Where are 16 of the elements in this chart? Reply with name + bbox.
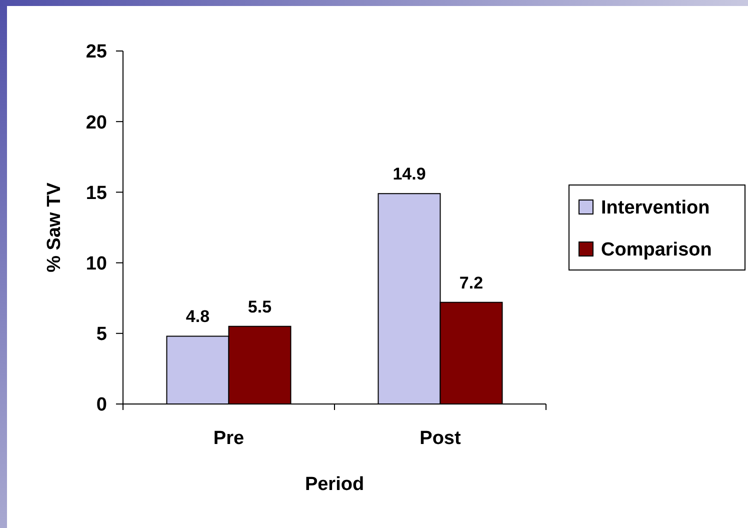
- data-label: 7.2: [459, 273, 484, 292]
- y-tick-label: 20: [86, 112, 107, 134]
- y-tick-label: 0: [96, 394, 107, 416]
- data-label: 4.8: [186, 307, 210, 326]
- legend-label: Comparison: [601, 240, 712, 261]
- x-tick-label: Pre: [213, 428, 244, 449]
- x-tick-label: Post: [420, 428, 462, 449]
- y-tick-label: 15: [86, 182, 108, 204]
- data-label: 14.9: [392, 164, 426, 184]
- y-tick-label: 10: [86, 253, 107, 274]
- data-label: 5.5: [248, 297, 272, 316]
- y-axis-title: % Saw TV: [44, 182, 65, 272]
- y-tick-label: 5: [96, 324, 108, 346]
- legend-label: Intervention: [601, 198, 710, 219]
- y-tick-label: 25: [86, 42, 108, 63]
- x-axis-title: Period: [304, 474, 364, 495]
